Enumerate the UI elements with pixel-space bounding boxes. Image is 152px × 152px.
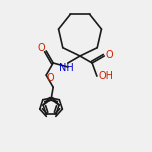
Text: O: O xyxy=(105,50,113,60)
Text: NH: NH xyxy=(59,63,73,73)
Text: OH: OH xyxy=(98,71,113,81)
Text: O: O xyxy=(46,73,54,83)
Text: O: O xyxy=(37,43,45,53)
